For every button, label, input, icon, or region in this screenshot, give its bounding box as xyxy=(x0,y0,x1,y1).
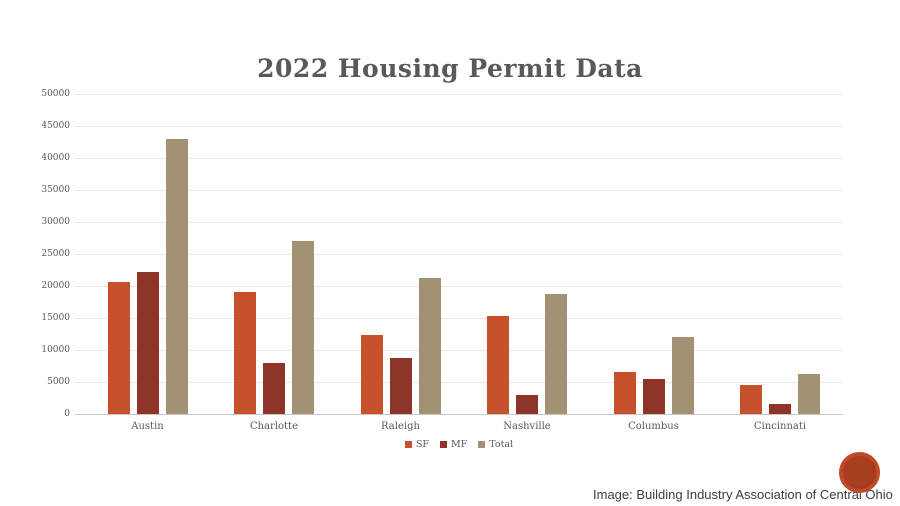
bar-columbus-total xyxy=(671,336,694,414)
category-label-nashville: Nashville xyxy=(503,421,551,432)
gridline xyxy=(75,158,843,159)
bar-nashville-sf xyxy=(487,316,509,414)
bar-columbus-sf xyxy=(613,371,636,414)
bar-cincinnati-total xyxy=(798,374,820,414)
bar-austin-sf xyxy=(107,281,130,414)
legend-swatch-icon xyxy=(478,441,486,448)
y-axis-tick-label: 0 xyxy=(64,409,70,419)
chart-legend: SF MF Total xyxy=(75,439,843,450)
y-axis-tick-label: 20000 xyxy=(41,281,70,291)
bar-charlotte-mf xyxy=(263,363,285,414)
bar-columbus-mf xyxy=(642,378,665,414)
gridline xyxy=(75,286,843,287)
category-label-cincinnati: Cincinnati xyxy=(753,421,807,432)
y-axis-tick-label: 50000 xyxy=(41,89,70,99)
bar-nashville-mf xyxy=(516,394,538,414)
legend-label: Total xyxy=(489,439,514,450)
gridline xyxy=(75,350,843,351)
attribution-text: Image: Building Industry Association of … xyxy=(593,487,893,502)
y-axis-tick-label: 45000 xyxy=(41,121,70,131)
bar-cincinnati-sf xyxy=(740,384,762,414)
legend-item-mf: MF xyxy=(439,439,468,450)
category-label-charlotte: Charlotte xyxy=(249,421,298,432)
bar-raleigh-total xyxy=(418,277,441,414)
legend-item-total: Total xyxy=(478,439,513,450)
gridline xyxy=(75,254,843,255)
y-axis-tick-label: 40000 xyxy=(41,153,70,163)
bar-raleigh-mf xyxy=(389,357,412,414)
bia-logo-seal-icon xyxy=(839,452,880,493)
y-axis-tick-label: 35000 xyxy=(41,185,70,195)
gridline xyxy=(75,190,843,191)
bar-austin-total xyxy=(165,139,188,414)
bar-cincinnati-mf xyxy=(769,403,791,414)
y-axis-tick-label: 10000 xyxy=(41,345,70,355)
chart-title: 2022 Housing Permit Data xyxy=(257,54,643,83)
legend-label: SF xyxy=(415,439,429,450)
category-label-raleigh: Raleigh xyxy=(381,421,420,432)
gridline xyxy=(75,94,843,95)
x-axis-baseline xyxy=(75,414,843,415)
y-axis-tick-label: 5000 xyxy=(47,377,70,387)
legend-swatch-icon xyxy=(404,441,412,448)
category-label-columbus: Columbus xyxy=(628,421,679,432)
gridline xyxy=(75,318,843,319)
bar-raleigh-sf xyxy=(360,334,383,414)
bar-charlotte-sf xyxy=(234,292,256,414)
bar-nashville-total xyxy=(545,294,567,414)
bar-austin-mf xyxy=(136,271,159,414)
legend-item-sf: SF xyxy=(404,439,429,450)
legend-swatch-icon xyxy=(439,441,447,448)
gridline xyxy=(75,222,843,223)
bar-charlotte-total xyxy=(292,241,314,414)
gridline xyxy=(75,126,843,127)
y-axis-tick-label: 15000 xyxy=(41,313,70,323)
category-label-austin: Austin xyxy=(131,421,164,432)
y-axis-tick-label: 30000 xyxy=(41,217,70,227)
gridline xyxy=(75,382,843,383)
legend-label: MF xyxy=(450,439,468,450)
y-axis-tick-label: 25000 xyxy=(41,249,70,259)
